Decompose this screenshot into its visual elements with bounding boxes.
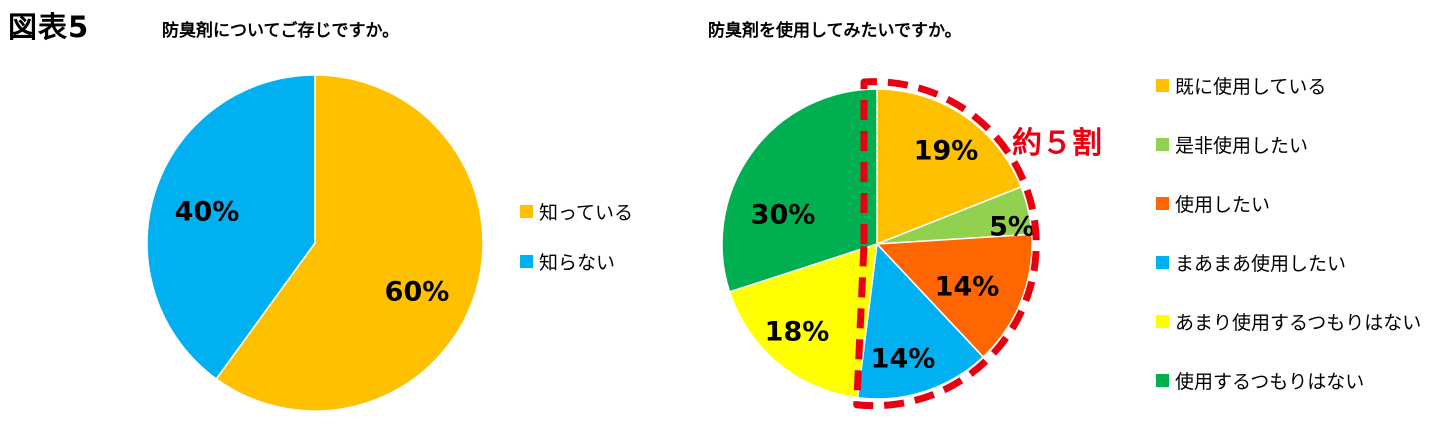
legend-swatch — [1156, 256, 1169, 269]
chart1-slice-1 — [215, 74, 484, 412]
figure-label: 図表5 — [8, 10, 90, 44]
legend-label: 知らない — [539, 252, 616, 274]
chart2-legend-item-1: 既に使用している — [1156, 72, 1326, 99]
legend-label: 使用したい — [1175, 194, 1271, 216]
chart2-data-label-6: 30% — [751, 200, 816, 231]
chart2-legend-item-4: まあまあ使用したい — [1156, 249, 1346, 276]
chart2-data-label-5: 18% — [765, 317, 830, 348]
legend-swatch — [520, 205, 533, 218]
legend-swatch — [1156, 315, 1169, 328]
chart2-data-label-1: 19% — [914, 136, 979, 167]
chart2-data-label-4: 14% — [871, 344, 936, 375]
chart2-title: 防臭剤を使用してみたいですか。 — [708, 21, 962, 41]
chart2-slice-4 — [856, 242, 985, 400]
highlight-outline — [853, 78, 1040, 410]
legend-label: あまり使用するつもりはない — [1175, 312, 1422, 334]
chart1-title: 防臭剤についてご存じですか。 — [162, 21, 400, 41]
chart1-legend-item-2: 知らない — [520, 248, 615, 275]
legend-label: まあまあ使用したい — [1175, 253, 1347, 275]
chart2-legend-item-6: 使用するつもりはない — [1156, 367, 1364, 394]
legend-swatch — [1156, 79, 1169, 92]
legend-swatch — [1156, 197, 1169, 210]
legend-label: 使用するつもりはない — [1175, 371, 1365, 393]
legend-label: 是非使用したい — [1175, 135, 1309, 157]
chart2-legend-item-3: 使用したい — [1156, 190, 1270, 217]
chart2-slice-3 — [875, 233, 1033, 359]
chart2-legend-item-5: あまり使用するつもりはない — [1156, 308, 1421, 335]
legend-label: 知っている — [539, 202, 634, 224]
chart1-data-label-1: 60% — [385, 277, 450, 308]
chart2-legend-item-2: 是非使用したい — [1156, 131, 1308, 158]
chart1-slice-2 — [146, 74, 316, 380]
annotation-label: 約５割 — [1012, 126, 1102, 161]
legend-label: 既に使用している — [1175, 76, 1327, 98]
chart1-legend-item-1: 知っている — [520, 198, 633, 225]
legend-swatch — [1156, 138, 1169, 151]
chart2-pie — [721, 88, 1033, 400]
chart2-data-label-2: 5% — [989, 212, 1035, 243]
chart2-slice-1 — [876, 88, 1023, 246]
chart1-data-label-2: 40% — [175, 197, 240, 228]
chart2-slice-5 — [728, 242, 878, 399]
legend-swatch — [1156, 374, 1169, 387]
chart2-data-label-3: 14% — [935, 272, 1000, 303]
chart1-pie — [146, 74, 484, 412]
chart2-slice-6 — [721, 88, 878, 293]
legend-swatch — [520, 255, 533, 268]
